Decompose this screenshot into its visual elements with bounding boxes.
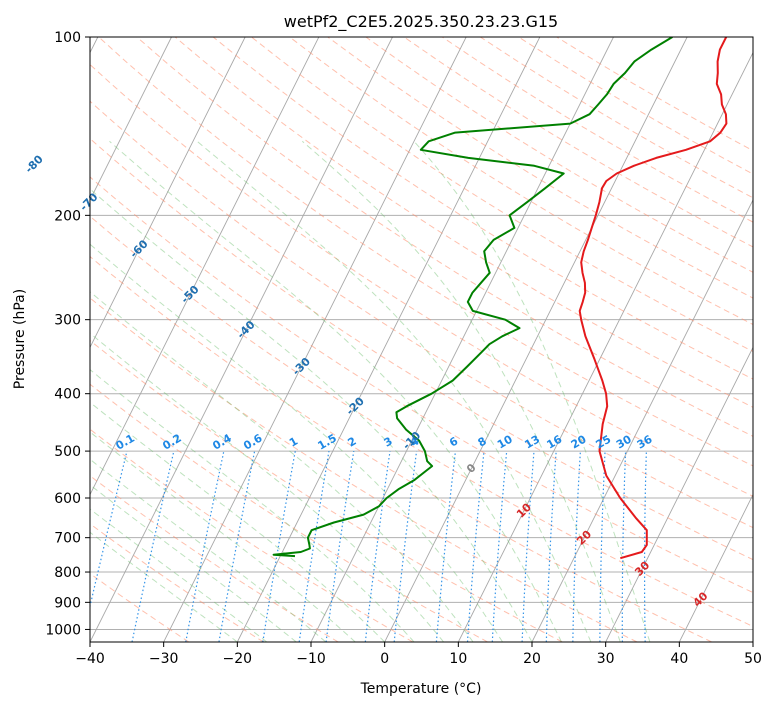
moist-adiabat-line [196,140,592,642]
isotherm-line [90,37,246,349]
isotherm-line [163,37,467,642]
chart-title: wetPf2_C2E5.2025.350.23.23.G15 [284,12,558,32]
dewpoint-profile-line [272,37,673,558]
dry-adiabat-line [90,428,414,642]
x-tick-label: 40 [670,651,688,667]
mixing-ratio-line [393,451,418,642]
x-axis: −40 −30 −20 −10 0 10 20 30 40 50 [75,642,762,667]
isotherm-line [678,493,753,642]
y-tick-label: 800 [54,565,81,581]
y-tick-label: 500 [54,444,81,460]
isotherm-line [90,37,393,642]
moist-adiabat-line [90,243,503,642]
dry-adiabat-line [90,572,190,642]
y-tick-label: 300 [54,313,81,329]
moist-adiabat-line [90,332,444,642]
isotherm-line [752,640,753,642]
isotherm-line [236,37,541,642]
dry-adiabat-line [90,255,712,642]
mixing-ratio-line [435,451,456,642]
mixing-ratio-line [298,450,330,642]
moist-adiabat-line [90,368,415,642]
x-tick-label: 0 [380,651,389,667]
dry-adiabat-line [90,63,753,497]
y-tick-label: 900 [54,595,81,611]
profile-lines [272,37,728,560]
x-tick-label: 20 [523,651,541,667]
dry-adiabat-line [212,37,753,380]
x-tick-label: −20 [223,651,253,667]
moist-adiabat-line [301,140,621,642]
dry-adiabat-line [90,137,753,561]
plot-frame [89,36,754,643]
isotherm-line [457,51,753,642]
dry-adiabat-line [251,37,753,353]
plot-background [90,37,753,642]
dry-adiabat-line [90,176,753,594]
x-tick-label: −30 [149,651,179,667]
dry-adiabat-line [90,297,638,642]
y-tick-label: 600 [54,491,81,507]
isotherm-label: -80 [23,152,46,175]
dry-adiabat-line [90,100,753,529]
dry-adiabat-line [98,37,753,467]
moist-adiabat-line [413,140,651,642]
x-tick-label: −10 [296,651,326,667]
x-tick-label: −40 [75,651,105,667]
y-axis-title: Pressure (hPa) [12,289,28,389]
background-lines [90,37,753,642]
moist-adiabat-line [109,140,562,642]
dry-adiabat-line [90,215,753,628]
moist-adiabat-line [90,484,297,642]
isotherm-line [531,198,753,642]
y-tick-label: 100 [54,30,81,46]
x-tick-label: 30 [597,651,615,667]
mixing-ratio-line [325,451,355,642]
moist-adiabat-line [90,508,268,642]
isotherm-line [90,37,320,496]
isotherm-line [605,346,753,642]
moist-adiabat-line [90,431,356,642]
mixing-ratio-line [364,451,391,642]
mixing-ratio-line [131,450,175,642]
isotherm-line [384,37,688,642]
moist-adiabat-line [90,291,474,642]
dry-adiabat-line [90,475,339,642]
y-tick-label: 1000 [45,622,81,638]
isotherm-line [90,37,172,202]
x-tick-label: 10 [449,651,467,667]
y-tick-label: 200 [54,208,81,224]
temperature-profile-line [578,37,728,560]
mixing-ratio-line [90,450,128,609]
dry-adiabat-line [90,339,563,642]
x-axis-title: Temperature (°C) [360,681,482,697]
moist-adiabat-line [90,188,533,642]
y-tick-label: 700 [54,531,81,547]
moist-adiabat-line [90,458,327,642]
x-tick-label: 50 [744,651,762,667]
mixing-ratio-line [466,451,485,642]
moist-adiabat-line [90,401,386,642]
y-tick-label: 400 [54,387,81,403]
dry-adiabat-line [90,383,488,642]
y-axis: 100 200 300 400 500 600 700 800 900 1000 [45,30,90,638]
